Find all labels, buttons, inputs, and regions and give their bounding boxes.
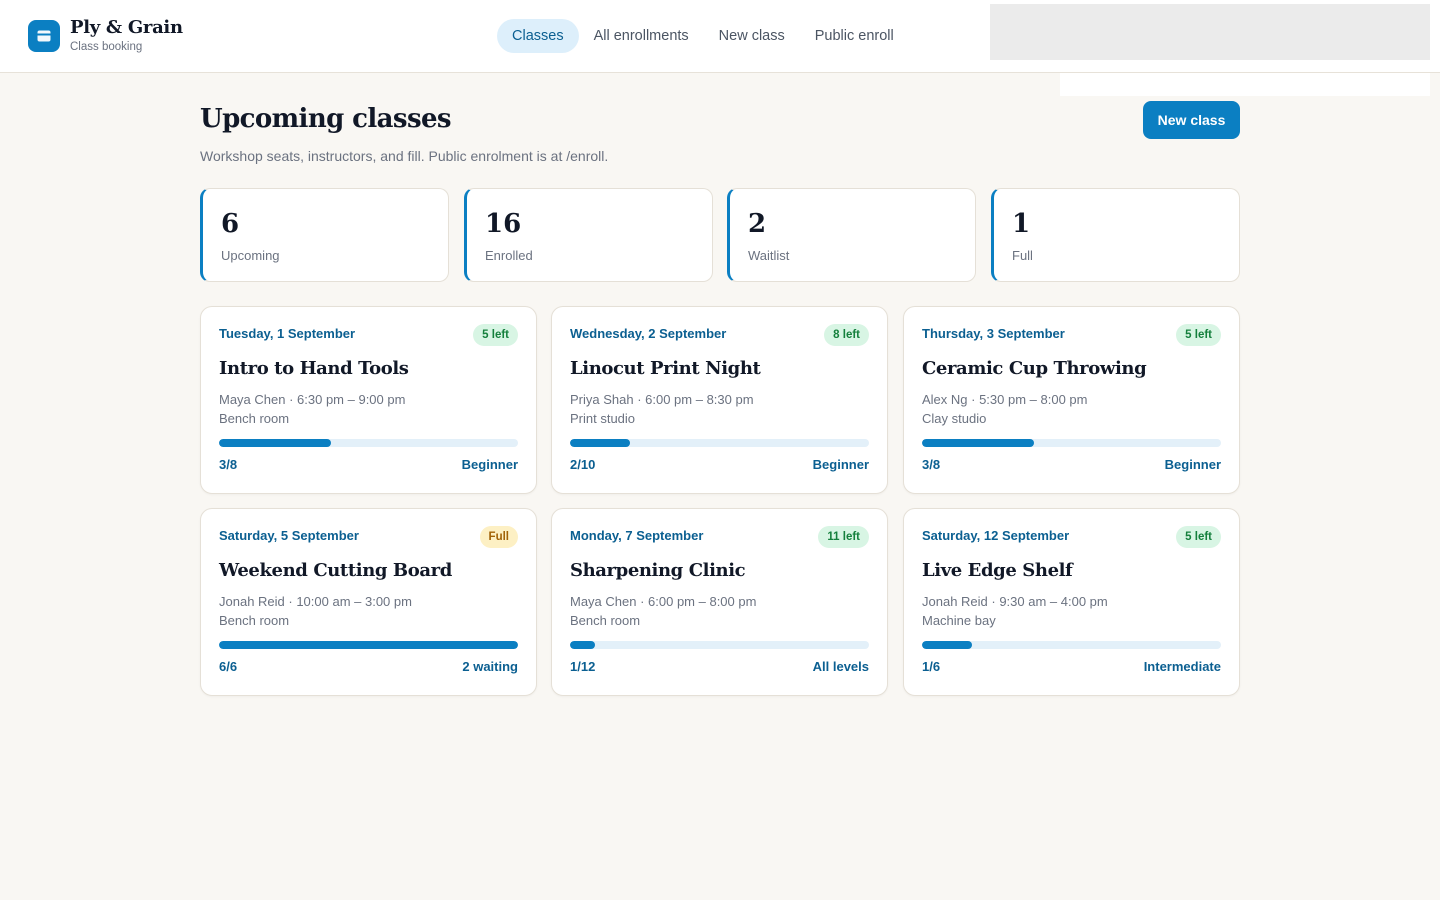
fill-bar-value [922,641,972,649]
class-instructor-time: Priya Shah · 6:00 pm – 8:30 pm [570,392,754,407]
class-level: All levels [812,659,869,674]
stat-value: 2 [748,209,767,239]
stat-label: Waitlist [748,248,790,263]
enrolled-count: 1/6 [922,659,941,674]
class-title: Weekend Cutting Board [219,560,452,581]
nav-all-enrollments[interactable]: All enrollments [593,28,689,44]
enrolled-count: 2/10 [570,457,596,472]
fill-bar [570,439,869,447]
class-title: Live Edge Shelf [922,560,1073,581]
class-title: Intro to Hand Tools [219,358,409,379]
class-instructor-time: Jonah Reid · 10:00 am – 3:00 pm [219,594,412,609]
page-subtitle: Workshop seats, instructors, and fill. P… [200,148,609,164]
class-card[interactable]: Saturday, 12 September 5 left Live Edge … [903,508,1240,696]
class-instructor-time: Jonah Reid · 9:30 am – 4:00 pm [922,594,1108,609]
class-date: Saturday, 5 September [219,528,359,543]
stat-value: 6 [221,209,240,239]
class-room: Clay studio [922,411,987,426]
class-card[interactable]: Tuesday, 1 September 5 left Intro to Han… [200,306,537,494]
fill-bar-value [219,641,518,649]
waiting-count: 2 waiting [462,659,518,674]
class-room: Print studio [570,411,636,426]
brand-subtitle: Class booking [70,41,143,53]
fill-bar-value [570,439,630,447]
fill-bar [219,641,518,649]
seats-badge: 5 left [1176,324,1221,346]
enrolled-count: 6/6 [219,659,238,674]
stat-waitlist: 2 Waitlist [727,188,976,282]
class-date: Monday, 7 September [570,528,704,543]
class-title: Ceramic Cup Throwing [922,358,1147,379]
enrolled-count: 3/8 [922,457,941,472]
top-bar: Ply & Grain Class booking Classes All en… [0,0,1440,73]
class-room: Bench room [219,411,290,426]
nav-new-class[interactable]: New class [718,28,785,44]
stat-enrolled: 16 Enrolled [464,188,713,282]
nav-public-enroll[interactable]: Public enroll [814,28,894,44]
stat-value: 16 [485,209,522,239]
class-card[interactable]: Wednesday, 2 September 8 left Linocut Pr… [551,306,888,494]
brand[interactable]: Ply & Grain Class booking [28,18,183,53]
class-room: Machine bay [922,613,996,628]
class-date: Saturday, 12 September [922,528,1070,543]
class-date: Thursday, 3 September [922,326,1065,341]
stat-label: Full [1012,248,1033,263]
fill-bar [219,439,518,447]
stat-full: 1 Full [991,188,1240,282]
stat-value: 1 [1012,209,1031,239]
placeholder-dropdown [1060,73,1430,96]
class-level: Beginner [812,457,869,472]
fill-bar [922,439,1221,447]
fill-bar-value [219,439,332,447]
class-level: Beginner [461,457,518,472]
new-class-button[interactable]: New class [1143,101,1240,139]
fill-bar-value [922,439,1035,447]
placeholder-panel [990,4,1430,60]
page-title: Upcoming classes [200,104,452,134]
fill-bar [570,641,869,649]
class-date: Wednesday, 2 September [570,326,727,341]
main-nav: Classes All enrollments New class Public… [497,19,909,53]
brand-name: Ply & Grain [70,17,183,38]
class-instructor-time: Alex Ng · 5:30 pm – 8:00 pm [922,392,1088,407]
seats-badge: Full [479,526,518,548]
seats-badge: 8 left [824,324,869,346]
class-title: Sharpening Clinic [570,560,746,581]
class-instructor-time: Maya Chen · 6:30 pm – 9:00 pm [219,392,406,407]
class-date: Tuesday, 1 September [219,326,356,341]
fill-bar [922,641,1221,649]
enrolled-count: 3/8 [219,457,238,472]
seats-badge: 5 left [473,324,518,346]
class-card[interactable]: Monday, 7 September 11 left Sharpening C… [551,508,888,696]
class-title: Linocut Print Night [570,358,761,379]
nav-classes[interactable]: Classes [497,19,579,53]
stat-label: Upcoming [221,248,280,263]
stat-label: Enrolled [485,248,533,263]
class-level: Beginner [1164,457,1221,472]
card-icon [28,19,60,52]
enrolled-count: 1/12 [570,659,596,674]
class-room: Bench room [570,613,641,628]
class-room: Bench room [219,613,290,628]
stat-upcoming: 6 Upcoming [200,188,449,282]
class-card[interactable]: Saturday, 5 September Full Weekend Cutti… [200,508,537,696]
seats-badge: 5 left [1176,526,1221,548]
fill-bar-value [570,641,595,649]
class-instructor-time: Maya Chen · 6:00 pm – 8:00 pm [570,594,757,609]
class-card[interactable]: Thursday, 3 September 5 left Ceramic Cup… [903,306,1240,494]
seats-badge: 11 left [818,526,869,548]
class-level: Intermediate [1143,659,1221,674]
